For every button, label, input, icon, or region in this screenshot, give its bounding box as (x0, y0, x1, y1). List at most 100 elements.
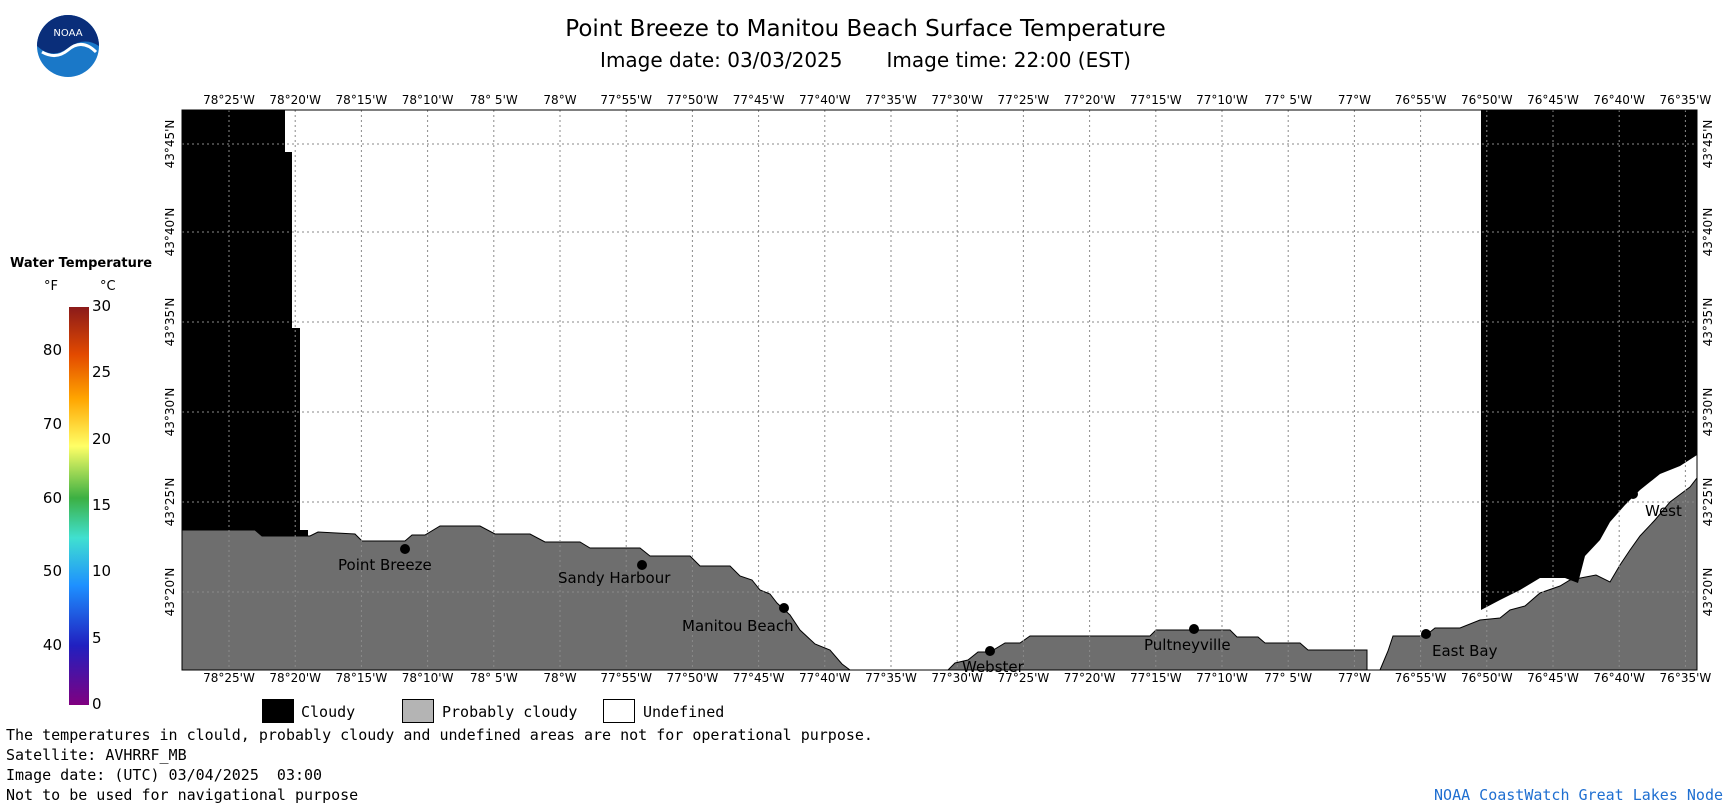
place-marker (1421, 629, 1431, 639)
colorbar-tick-c: 10 (92, 562, 112, 581)
probably-cloudy-area (181, 525, 852, 671)
lon-label-bottom: 77°40'W (799, 671, 851, 685)
lon-label-bottom: 77°15'W (1130, 671, 1182, 685)
lat-label-left: 43°20'N (163, 568, 177, 617)
place-label: Point Breeze (338, 556, 432, 574)
footer-satellite: Satellite: AVHRRF_MB (6, 746, 187, 764)
place-label: Sandy Harbour (558, 569, 671, 587)
legend-label-cloudy: Cloudy (301, 703, 356, 721)
noaa-logo-icon: NOAA (37, 15, 99, 77)
lon-label-top: 77° 5'W (1264, 93, 1312, 107)
colorbar-unit-f: °F (44, 279, 58, 294)
place-label: West (1645, 502, 1682, 520)
place-marker (985, 646, 995, 656)
colorbar-tick-f: 50 (42, 562, 62, 581)
lon-label-top: 76°55'W (1395, 93, 1447, 107)
credit-link[interactable]: NOAA CoastWatch Great Lakes Node (1434, 786, 1723, 804)
lon-label-top: 78°20'W (269, 93, 321, 107)
lon-label-top: 78° 5'W (470, 93, 518, 107)
lon-label-bottom: 77°50'W (667, 671, 719, 685)
lon-label-top: 77°25'W (998, 93, 1050, 107)
lon-label-top: 77°55'W (600, 93, 652, 107)
legend-label-undefined: Undefined (643, 703, 725, 721)
lon-label-bottom: 77°45'W (733, 671, 785, 685)
lon-label-top: 78°25'W (203, 93, 255, 107)
colorbar-tick-f: 70 (42, 414, 62, 433)
lon-label-top: 77°20'W (1064, 93, 1116, 107)
lat-label-left: 43°30'N (163, 388, 177, 437)
lon-label-top: 78°10'W (402, 93, 454, 107)
lon-label-bottom: 77°55'W (600, 671, 652, 685)
map-subtitle: Image date: 03/03/2025 Image time: 22:00 … (0, 48, 1731, 72)
cloudy-area (182, 110, 308, 536)
legend-swatch-probably-cloudy (402, 699, 434, 723)
colorbar-tick-f: 60 (42, 488, 62, 507)
noaa-logo-text: NOAA (53, 28, 82, 39)
lat-label-right: 43°20'N (1701, 568, 1715, 617)
colorbar-title: Water Temperature (10, 256, 153, 271)
lon-label-bottom: 78°20'W (269, 671, 321, 685)
colorbar-tick-c: 5 (92, 628, 102, 647)
place-label: Pultneyville (1144, 636, 1231, 654)
lon-label-bottom: 77°20'W (1064, 671, 1116, 685)
lat-label-right: 43°25'N (1701, 478, 1715, 527)
footer-disclaimer: The temperatures in clould, probably clo… (6, 726, 873, 744)
lon-label-top: 77°50'W (667, 93, 719, 107)
colorbar-tick-c: 15 (92, 496, 112, 514)
colorbar (69, 307, 89, 705)
footer-navigation-warning: Not to be used for navigational purpose (6, 786, 359, 804)
lon-label-bottom: 78°10'W (402, 671, 454, 685)
lon-label-top: 77°W (1338, 93, 1371, 107)
lon-label-top: 77°10'W (1196, 93, 1248, 107)
lon-label-bottom: 77° 5'W (1264, 671, 1312, 685)
lon-label-bottom: 76°35'W (1660, 671, 1712, 685)
lon-label-bottom: 78°25'W (203, 671, 255, 685)
colorbar-tick-c: 25 (92, 363, 112, 382)
lon-label-top: 76°40'W (1593, 93, 1645, 107)
map-title: Point Breeze to Manitou Beach Surface Te… (565, 16, 1166, 42)
lon-label-bottom: 77°10'W (1196, 671, 1248, 685)
lon-label-bottom: 77°25'W (998, 671, 1050, 685)
legend-swatch-cloudy (262, 699, 294, 723)
lon-label-bottom: 77°W (1338, 671, 1371, 685)
image-time: Image time: 22:00 (EST) (886, 48, 1131, 72)
place-marker (400, 544, 410, 554)
lon-label-bottom: 76°55'W (1395, 671, 1447, 685)
lat-label-right: 43°35'N (1701, 298, 1715, 347)
lon-label-bottom: 78°15'W (336, 671, 388, 685)
lat-label-left: 43°35'N (163, 298, 177, 347)
legend-label-probably-cloudy: Probably cloudy (442, 703, 578, 721)
legend-swatch-undefined (603, 699, 635, 723)
lon-label-bottom: 77°30'W (931, 671, 983, 685)
lon-label-bottom: 76°45'W (1527, 671, 1579, 685)
lon-label-top: 77°15'W (1130, 93, 1182, 107)
lat-label-right: 43°45'N (1701, 120, 1715, 169)
map-frame (181, 109, 1698, 671)
lon-label-top: 78°W (543, 93, 576, 107)
place-marker (1628, 489, 1638, 499)
lon-label-bottom: 77°35'W (865, 671, 917, 685)
colorbar-tick-c: 20 (92, 429, 112, 448)
lon-label-top: 77°45'W (733, 93, 785, 107)
lon-label-top: 76°50'W (1461, 93, 1513, 107)
footer-utc-date: Image date: (UTC) 03/04/2025 03:00 (6, 766, 323, 784)
lon-label-top: 76°35'W (1660, 93, 1712, 107)
colorbar-tick-c: 30 (92, 297, 112, 315)
colorbar-tick-f: 80 (42, 341, 62, 360)
lat-label-left: 43°25'N (163, 478, 177, 527)
lat-label-left: 43°40'N (163, 208, 177, 257)
colorbar-tick-f: 40 (42, 636, 62, 655)
cloudy-area (1481, 110, 1697, 610)
colorbar-tick-c: 0 (92, 695, 102, 713)
place-label: Manitou Beach (682, 617, 794, 635)
place-label: Webster (962, 658, 1025, 676)
place-marker (1189, 624, 1199, 634)
lat-label-left: 43°45'N (163, 120, 177, 169)
place-label: East Bay (1432, 642, 1498, 660)
lat-label-right: 43°30'N (1701, 388, 1715, 437)
lon-label-top: 77°35'W (865, 93, 917, 107)
lon-label-bottom: 76°50'W (1461, 671, 1513, 685)
place-marker (637, 560, 647, 570)
place-marker (779, 603, 789, 613)
